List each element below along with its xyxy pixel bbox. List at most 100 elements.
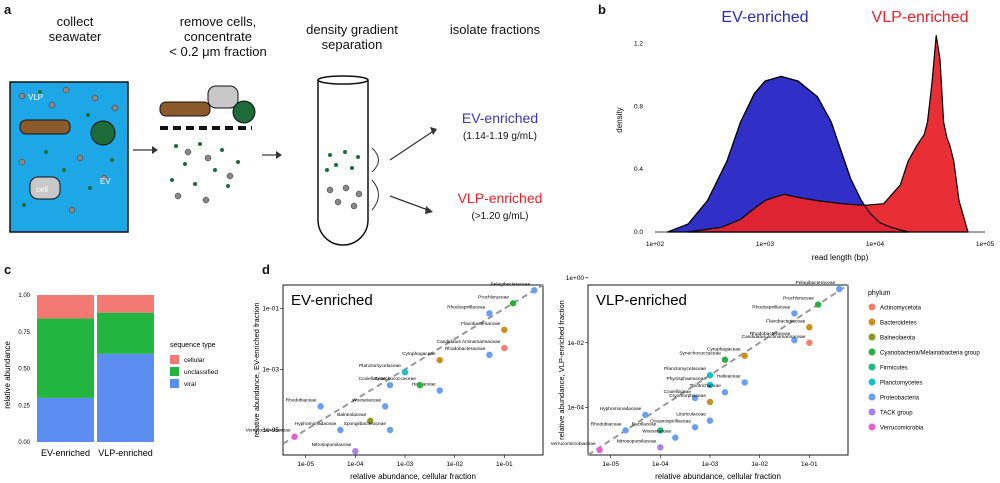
point-label: Nitrosopumilaceae — [617, 438, 657, 444]
ev-fraction-density: (1.14-1.19 g/mL) — [463, 131, 537, 142]
point-cytophagaceae — [436, 356, 443, 364]
point-label: Pelagibacteraceae — [796, 280, 836, 286]
point-woeseiaceae — [382, 403, 389, 410]
point-thiotrichaceae — [721, 389, 729, 396]
point-planctomycetaceae — [401, 369, 409, 376]
filtrate-vlp — [174, 148, 234, 204]
point-candidatus-actinomarinaceae — [501, 344, 508, 352]
ev-label: EV — [100, 177, 111, 186]
bar-segment-cellular — [97, 295, 154, 313]
point-label: Woeseiaceae — [352, 397, 381, 403]
ev-scatter-chart: 1e-05 1e-04 1e-03 1e-02 1e-01 1e-05 1e-03 1e-01… — [246, 281, 544, 481]
y-tick-label: 0.25 — [18, 403, 30, 409]
point-litoricolaceae — [706, 417, 714, 424]
y-tick-label: 0.50 — [18, 367, 30, 373]
legend-label: unclassified — [184, 369, 218, 376]
vlp-fraction-density: (>1.20 g/mL) — [471, 211, 529, 222]
centrifuge-tube — [317, 80, 369, 246]
legend-label: viral — [184, 381, 196, 388]
point-rhodospirillaceae — [791, 310, 798, 317]
legend-swatch — [170, 367, 179, 376]
point-candidatus-actinomarinaceae — [806, 339, 813, 346]
bracket-vlp — [371, 179, 379, 211]
y-tick-label: 1e-01 — [262, 306, 279, 313]
arrow-to-vlp — [389, 195, 429, 211]
vlp-fraction-name: VLP-enriched — [457, 190, 543, 206]
seawater-box — [9, 81, 129, 233]
legend-label: Cyanobacteria/Melainabacteria group — [880, 351, 980, 357]
legend-swatch — [868, 423, 876, 431]
point-label: Phycisphaeraceae — [667, 376, 707, 382]
step-density-gradient: density gradient separation — [306, 22, 398, 52]
point-label: Cryomorphaceae — [669, 393, 706, 399]
y-tick-label: 0.0 — [634, 229, 643, 236]
point-woeseiaceae — [672, 434, 679, 441]
point-rhodospirillaceae — [486, 310, 493, 317]
point-label: Candidatus Actinomarinaceae — [437, 339, 501, 345]
x-axis-title: read length (bp) — [812, 253, 869, 262]
point-label: Thiotrichaceae — [689, 383, 721, 389]
legend-swatch — [868, 333, 876, 341]
point-label: Planctomycetaceae — [664, 366, 706, 372]
point-planctomycetaceae — [706, 372, 714, 379]
y-axis-title: relative abundance, EV-enriched fraction — [252, 302, 261, 437]
point-label: Litoricolaceae — [676, 412, 706, 418]
point-hyphomonadaceae — [337, 426, 344, 434]
y-tick-label: 0.00 — [18, 440, 30, 446]
legend-swatch — [868, 318, 876, 326]
category-label: EV-enriched — [41, 448, 90, 458]
point-pelagibacteraceae — [836, 285, 843, 293]
point-prochloraceae — [814, 301, 822, 308]
workflow-diagram: cell VLP EV — [9, 75, 437, 246]
category-label: VLP-enriched — [98, 448, 153, 458]
y-tick-label: 1e-04 — [567, 405, 584, 412]
bracket-ev — [371, 147, 379, 173]
x-tick-label: 1e-04 — [652, 461, 669, 468]
x-tick-label: 1e-03 — [702, 461, 719, 468]
legend-vlp: VLP-enriched — [872, 9, 969, 26]
point-label: Flavobacteriaceae — [461, 321, 501, 327]
point-label: Hyphomonadaceae — [600, 406, 642, 412]
y-tick-label: 1e+00 — [566, 275, 585, 282]
tube-vlp-band — [326, 184, 363, 210]
bar-segment-unclassified — [37, 318, 94, 398]
step-concentrate: remove cells, concentrate < 0.2 μm fract… — [169, 14, 267, 59]
bar-segment-viral — [37, 397, 94, 442]
ev-particles — [22, 90, 114, 207]
point-rhodobacteraceae — [486, 351, 493, 359]
point-coxiellaceae — [691, 394, 699, 402]
legend-label: Proteobacteria — [880, 396, 920, 402]
legend-label: Verrucomicrobia — [880, 426, 924, 432]
point-label: Rhodospirillaceae — [447, 304, 485, 310]
read-length-density-chart: 1e+02 1e+03 1e+04 1e+05 0.0 0.4 0.8 1.2 read len… — [615, 9, 995, 262]
legend-label: Actinomycetota — [880, 306, 922, 312]
legend-label: Bacteroidetes — [880, 321, 917, 327]
point-balneolaceae — [367, 417, 374, 425]
ev-outline — [667, 75, 909, 233]
point-cryomorphaceae — [706, 398, 714, 406]
legend-label: TACK group — [880, 411, 913, 417]
legend-swatch — [868, 363, 876, 371]
x-axis-title: relative abundance, cellular fraction — [655, 472, 781, 481]
x-tick-label: 1e-04 — [347, 461, 364, 468]
point-spongiibacteraceae — [386, 426, 394, 434]
y-tick-label: 0.8 — [634, 103, 643, 110]
point-hyphomonadaceae — [642, 411, 649, 419]
point-halieaceae — [741, 379, 748, 386]
density-area-1 — [687, 35, 969, 233]
point-rhodobiaceae — [317, 403, 324, 410]
y-tick-label: 1.2 — [634, 40, 643, 47]
point-label: Cytophagaceae — [707, 347, 741, 353]
legend-label: cellular — [184, 357, 205, 364]
point-flavobacteriaceae — [501, 326, 508, 334]
point-label: Rhodobiaceae — [591, 421, 622, 427]
point-phycisphaeraceae — [706, 381, 714, 389]
point-label: Rhodospirillaceae — [752, 304, 790, 310]
y-tick-label: 0.75 — [18, 330, 30, 336]
point-rhodobacteraceae — [791, 336, 798, 344]
y-tick-label: 1.00 — [18, 293, 30, 299]
point-coxiellaceae — [386, 381, 394, 389]
ev-fraction-name: EV-enriched — [461, 110, 539, 126]
panel-b-label: b — [598, 2, 606, 17]
plot-title: VLP-enriched — [596, 292, 687, 309]
